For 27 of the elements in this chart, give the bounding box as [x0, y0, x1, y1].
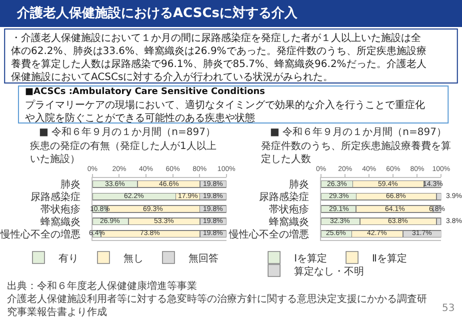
source-note: 出典：令和６年度老人保健健康増進等事業: [7, 280, 197, 292]
y-tick-label: 帯状疱疹: [40, 204, 80, 216]
y-tick-label: 尿路感染症: [30, 191, 80, 204]
text: 介護老人保健施設利用者等に対する急変時等の治療方針に関する意思決定支援にかかる調査研究事業報告書より作成: [7, 293, 427, 318]
legend-label: 有り: [58, 252, 78, 264]
y-tick-label: 肺炎: [60, 178, 80, 191]
legend-label: 算定なし・不明: [294, 265, 364, 278]
legend-label: 無し: [123, 252, 144, 264]
text: プライマリーケアの現場において、適切なタイミングで効果的な介入を行うことで重症化や入院を防ぐことができる可能性のある疾患や状態: [25, 99, 425, 124]
y-tick-label: 尿路感染症: [259, 191, 310, 204]
y-tick-label: 蜂窩織炎: [269, 216, 310, 228]
text: ・介護老人保健施設において１か月の間に尿路感染症を発症した者が１人以上いた施設は全体の62.2%、肺炎は33.6%、蜂窩織炎は26.9%であった。発症件数のうち、所定疾患施設療養費を算定した人数は尿路感染で96.1%、肺炎で85.7%、蜂窩織炎96.2%だった。介護老人保健施設においてACSCsに対する介入が行われている状況がみられた。: [11, 32, 426, 83]
y-tick-label: 肺炎: [289, 178, 310, 191]
text: 介護老人保健施設におけるACSCsに対する介入: [16, 5, 298, 21]
chart-title: ■ 令和６年９月の１か月間（n=897）: [39, 126, 216, 138]
y-tick-label: 慢性心不全の増悪: [0, 228, 80, 240]
chart-subtitle: 疾患の発症の有無（発症した人が1人以上いた施設）: [30, 140, 216, 165]
y-tick-label: 慢性心不全の増悪: [228, 228, 310, 240]
series-label: Ⅰを算定: [294, 252, 328, 264]
chart-subtitle: 発症件数のうち、所定疾患施設療養費を算定した人数: [261, 140, 451, 165]
text: 53: [442, 303, 455, 314]
chart-title: ■ 令和６年９月の１か月間（n=897）: [270, 126, 446, 138]
legend-label: Ⅱを算定: [372, 252, 407, 264]
text: ■ACSCs :Ambulatory Care Sensitive Conditions: [25, 87, 266, 97]
y-tick-label: 蜂窩織炎: [40, 216, 80, 228]
y-tick-label: 帯状疱疹: [269, 204, 310, 216]
legend-label: 無回答: [188, 252, 218, 264]
